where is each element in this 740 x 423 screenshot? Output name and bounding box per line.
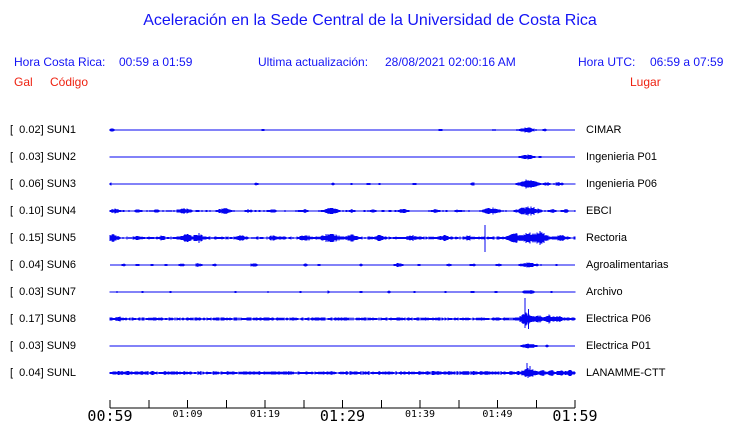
station-label-sun2: [ 0.03] SUN2 (10, 151, 77, 163)
station-label-sun5: [ 0.15] SUN5 (10, 232, 77, 244)
station-place-sunl: LANAMME-CTT (586, 367, 666, 379)
station-place-sun4: EBCI (586, 205, 612, 217)
hora-costa-rica-label: Hora Costa Rica: (14, 55, 106, 69)
station-label-sun7: [ 0.03] SUN7 (10, 286, 77, 298)
ultima-actualizacion-label: Ultima actualización: (258, 55, 369, 69)
trace-sun4 (109, 206, 576, 216)
column-header-codigo: Código (50, 75, 89, 89)
trace-sun2 (109, 154, 576, 160)
station-label-sunl: [ 0.04] SUNL (10, 367, 77, 379)
column-header-lugar: Lugar (630, 75, 661, 89)
hora-costa-rica-value: 00:59 a 01:59 (119, 55, 193, 69)
station-label-sun4: [ 0.10] SUN4 (10, 205, 77, 217)
trace-sunl (109, 363, 576, 378)
x-tick-label-0159: 01:59 (552, 407, 598, 423)
station-label-sun8: [ 0.17] SUN8 (10, 313, 77, 325)
station-place-sun3: Ingenieria P06 (586, 178, 657, 190)
trace-sun1 (109, 127, 576, 133)
station-place-sun9: Electrica P01 (586, 340, 651, 352)
hora-utc-label: Hora UTC: (578, 55, 636, 69)
x-tick-label-0109: 01:09 (172, 409, 203, 420)
trace-sun6 (109, 262, 576, 268)
station-label-sun9: [ 0.03] SUN9 (10, 340, 77, 352)
page-title: Aceleración en la Sede Central de la Uni… (143, 12, 597, 29)
station-place-sun6: Agroalimentarias (586, 259, 669, 271)
station-place-sun8: Electrica P06 (586, 313, 651, 325)
x-tick-label-0129: 01:29 (319, 407, 366, 423)
station-label-sun1: [ 0.02] SUN1 (10, 124, 77, 136)
station-label-sun3: [ 0.06] SUN3 (10, 178, 77, 190)
station-label-sun6: [ 0.04] SUN6 (10, 259, 77, 271)
column-header-gal: Gal (14, 75, 33, 89)
station-place-sun1: CIMAR (586, 124, 622, 136)
hora-utc-value: 06:59 a 07:59 (650, 55, 724, 69)
station-place-sun2: Ingenieria P01 (586, 151, 657, 163)
x-axis (109, 400, 576, 409)
station-place-sun5: Rectoria (586, 232, 627, 244)
x-tick-label-0149: 01:49 (482, 409, 513, 420)
station-place-sun7: Archivo (586, 286, 623, 298)
trace-sun3 (109, 179, 576, 189)
trace-sun8 (109, 298, 576, 329)
trace-sun7 (109, 290, 576, 294)
trace-sun5 (109, 225, 576, 252)
x-tick-label-0139: 01:39 (404, 409, 436, 420)
x-tick-label-0059: 00:59 (87, 407, 133, 423)
ultima-actualizacion-value: 28/08/2021 02:00:16 AM (385, 55, 516, 69)
x-tick-label-0119: 01:19 (249, 409, 281, 420)
trace-sun9 (109, 343, 576, 349)
